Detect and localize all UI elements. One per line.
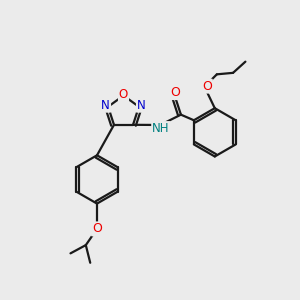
Text: NH: NH	[152, 122, 169, 135]
Text: N: N	[101, 99, 110, 112]
Text: O: O	[119, 88, 128, 100]
Text: O: O	[92, 222, 102, 236]
Text: O: O	[170, 86, 180, 99]
Text: N: N	[137, 99, 146, 112]
Text: O: O	[202, 80, 212, 93]
